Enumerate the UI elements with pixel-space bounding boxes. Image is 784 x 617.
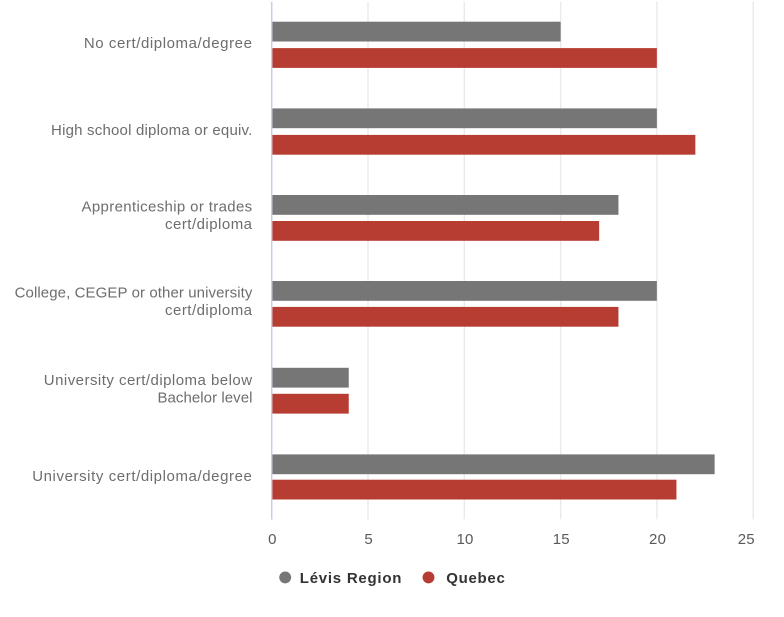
svg-text:cert/diploma: cert/diploma bbox=[165, 302, 253, 319]
svg-text:College, CEGEP or other univer: College, CEGEP or other university bbox=[15, 285, 253, 302]
svg-text:University cert/diploma/degree: University cert/diploma/degree bbox=[32, 468, 252, 485]
svg-text:0: 0 bbox=[268, 531, 277, 548]
svg-text:10: 10 bbox=[456, 531, 473, 548]
svg-text:High school diploma or equiv.: High school diploma or equiv. bbox=[51, 122, 252, 139]
svg-text:20: 20 bbox=[649, 531, 666, 548]
svg-text:15: 15 bbox=[553, 531, 570, 548]
svg-text:University cert/diploma below: University cert/diploma below bbox=[44, 372, 253, 389]
svg-text:cert/diploma: cert/diploma bbox=[165, 216, 253, 233]
svg-text:Apprenticeship or trades: Apprenticeship or trades bbox=[82, 199, 253, 216]
svg-text:Quebec: Quebec bbox=[446, 570, 505, 587]
svg-text:Lévis Region: Lévis Region bbox=[300, 570, 402, 587]
svg-text:5: 5 bbox=[364, 531, 373, 548]
svg-text:No cert/diploma/degree: No cert/diploma/degree bbox=[84, 35, 253, 52]
svg-text:25: 25 bbox=[738, 531, 755, 548]
svg-text:Bachelor level: Bachelor level bbox=[157, 389, 252, 406]
